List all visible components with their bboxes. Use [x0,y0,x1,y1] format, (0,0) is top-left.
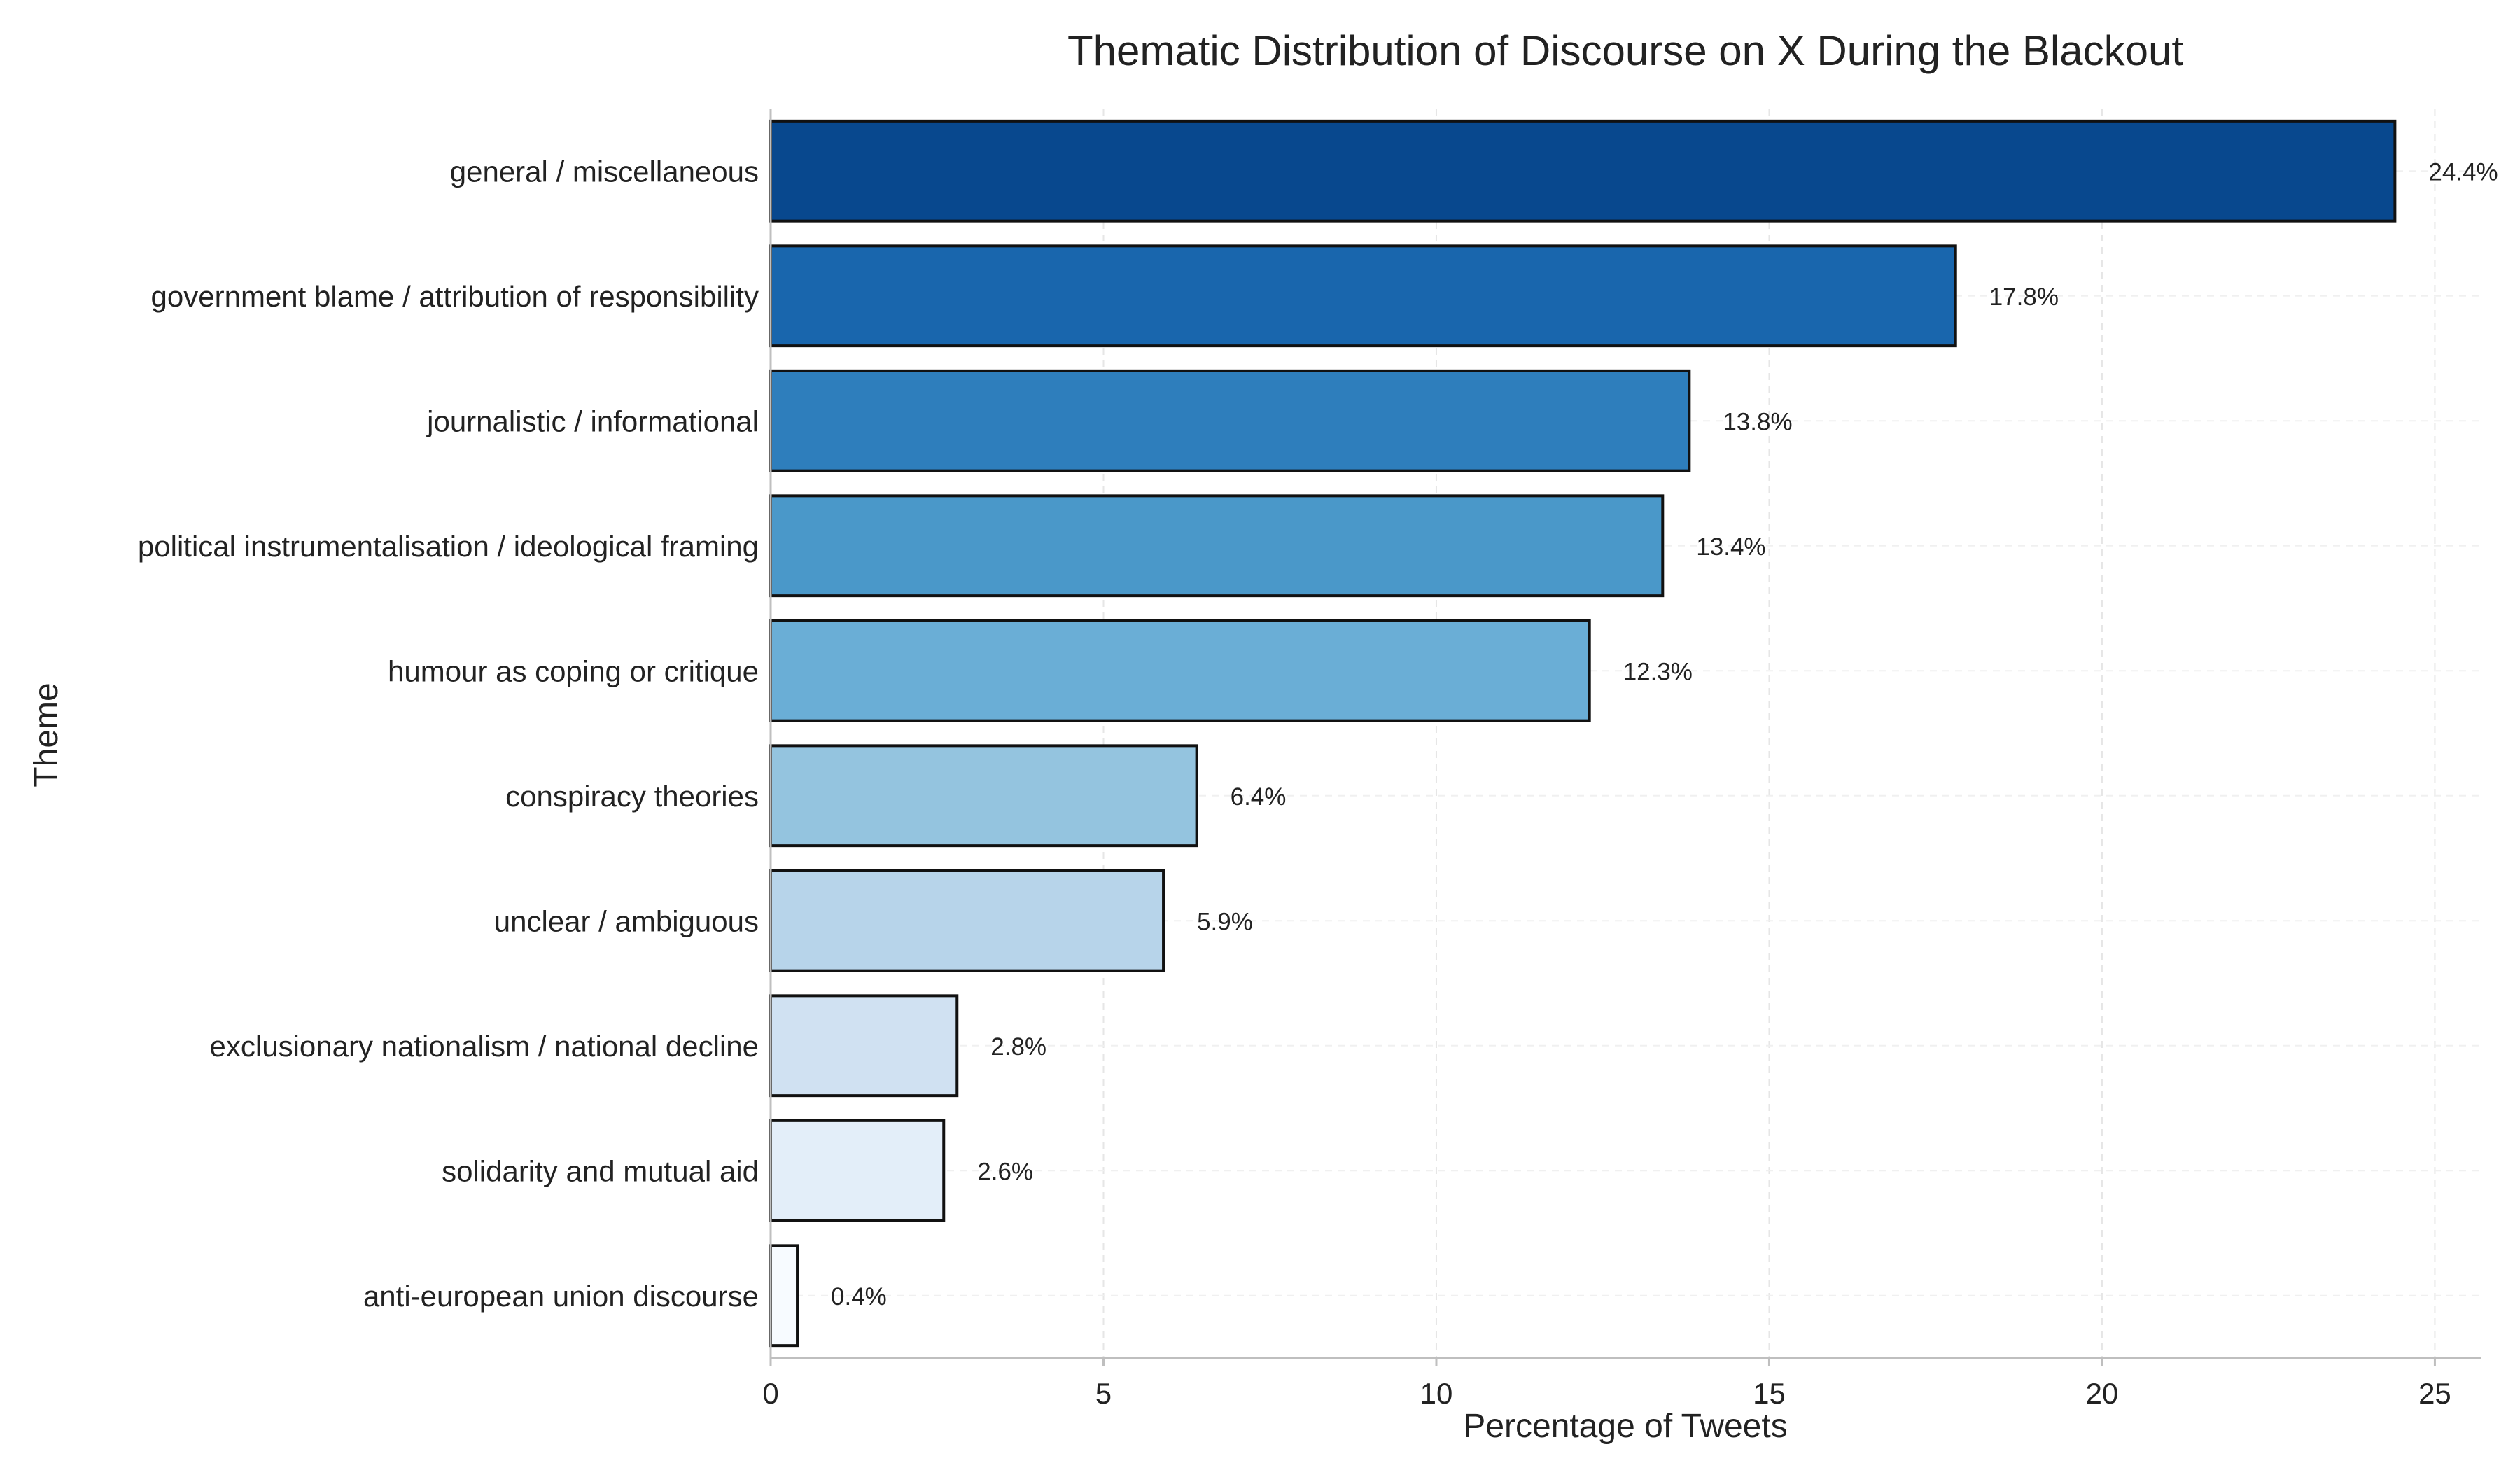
bar [771,496,1662,596]
bar-value-label: 6.4% [1231,783,1287,811]
bar [771,871,1163,971]
y-tick-label: unclear / ambiguous [494,904,759,937]
x-tick-label: 25 [2418,1377,2451,1410]
bar-value-label: 12.3% [1623,658,1693,685]
bar-value-label: 13.8% [1723,408,1792,435]
x-tick-label: 20 [2086,1377,2119,1410]
bar [771,1245,797,1345]
y-tick-label: political instrumentalisation / ideologi… [138,530,759,563]
chart-title: Thematic Distribution of Discourse on X … [1068,27,2183,74]
bar-value-label: 2.8% [990,1033,1046,1060]
x-axis-label: Percentage of Tweets [1463,1408,1787,1445]
bar [771,246,1956,346]
bar [771,621,1590,721]
y-tick-label: exclusionary nationalism / national decl… [210,1030,759,1063]
y-tick-label: conspiracy theories [505,780,759,813]
x-tick-label: 10 [1420,1377,1453,1410]
y-tick-label: journalistic / informational [426,405,759,438]
x-tick-label: 5 [1096,1377,1112,1410]
bar-value-label: 0.4% [831,1283,887,1310]
y-tick-label: government blame / attribution of respon… [151,280,759,313]
bar [771,371,1689,471]
x-tick-label: 15 [1753,1377,1786,1410]
y-tick-label: solidarity and mutual aid [442,1154,759,1187]
bar-value-label: 17.8% [1989,284,2059,311]
bar [771,121,2395,221]
bar-value-label: 2.6% [977,1158,1033,1185]
bar [771,746,1197,846]
bar-value-label: 5.9% [1197,908,1253,935]
y-axis-label: Theme [28,682,65,787]
bar-value-label: 24.4% [2428,158,2498,186]
bar [771,1121,944,1221]
bar-value-label: 13.4% [1696,533,1765,561]
y-tick-label: anti-european union discourse [363,1280,759,1312]
y-tick-label: humour as coping or critique [388,654,759,687]
x-tick-label: 0 [762,1377,778,1410]
y-tick-label: general / miscellaneous [450,155,759,188]
bar [771,995,957,1096]
